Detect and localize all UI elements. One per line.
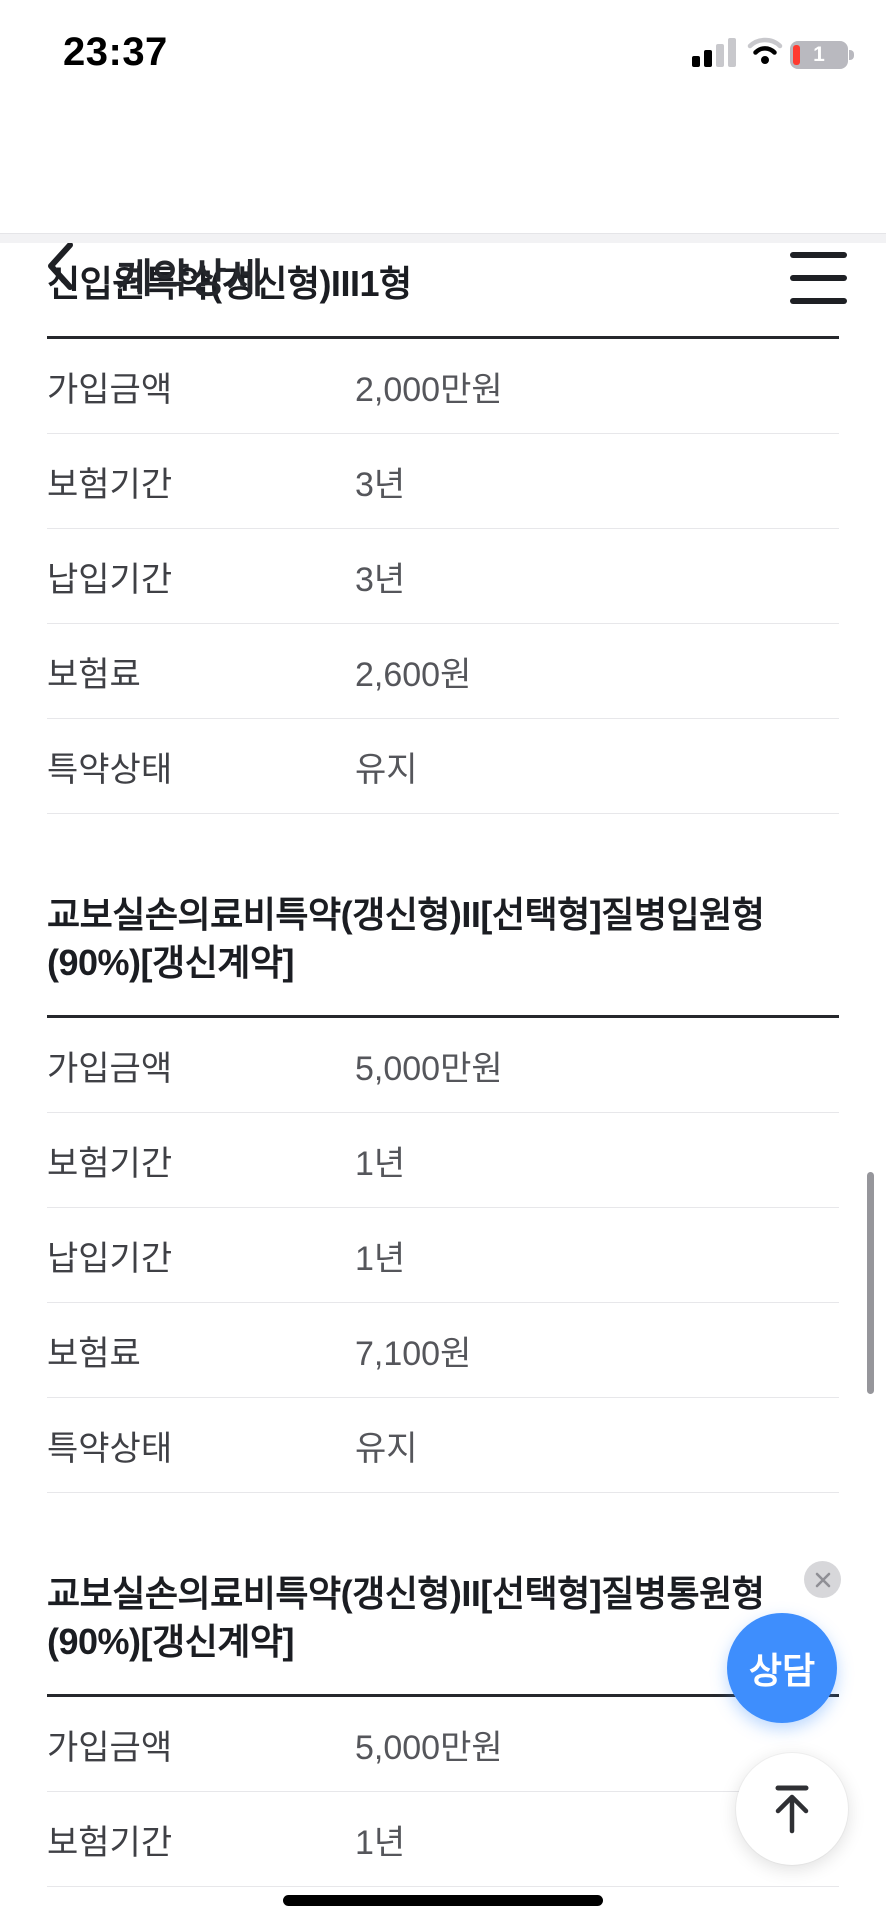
x-close-icon [815, 1572, 830, 1587]
table-row: 특약상태 유지 [47, 719, 839, 814]
arrow-to-top-icon [775, 1785, 809, 1834]
row-value: 7,100원 [355, 1334, 472, 1373]
hamburger-menu-icon [790, 252, 847, 258]
home-indicator[interactable] [283, 1895, 603, 1906]
table-row: 가입금액 5,000만원 [47, 1018, 839, 1113]
status-bar: 23:37 1 [0, 0, 886, 100]
consult-label: 상담 [748, 1650, 816, 1691]
row-value: 3년 [355, 465, 406, 504]
row-label: 가입금액 [47, 1049, 173, 1088]
battery-percent: 1 [813, 43, 825, 66]
chevron-left-icon [48, 242, 73, 290]
row-value: 1년 [355, 1144, 406, 1183]
row-label: 납입기간 [47, 1239, 173, 1278]
section-rule [47, 1694, 839, 1697]
rider-section-title: 교보실손의료비특약(갱신형)II[선택형]질병입원형(90%)[갱신계약] [47, 894, 765, 983]
page-title: 계약상세 [116, 257, 264, 301]
cellular-signal-icon [692, 37, 738, 69]
contract-detail-list: 신입원특약(갱신형)III1형 가입금액 2,000만원 보험기간 3년 납입기… [0, 243, 886, 1887]
row-label: 가입금액 [47, 1728, 173, 1767]
row-label: 가입금액 [47, 370, 173, 409]
table-row: 가입금액 2,000만원 [47, 339, 839, 434]
table-row: 납입기간 1년 [47, 1208, 839, 1303]
section-rule [47, 336, 839, 339]
table-row: 보험기간 1년 [47, 1113, 839, 1208]
row-label: 보험기간 [47, 1144, 173, 1183]
table-row: 보험기간 3년 [47, 434, 839, 529]
row-label: 특약상태 [47, 1429, 173, 1468]
navigation-bar: 계약상세 [0, 100, 886, 304]
table-row: 보험료 7,100원 [47, 1303, 839, 1398]
table-row: 가입금액 5,000만원 [47, 1697, 839, 1792]
table-row: 보험기간 1년 [47, 1792, 839, 1887]
rider-section-title: 교보실손의료비특약(갱신형)II[선택형]질병통원형(90%)[갱신계약] [47, 1573, 765, 1662]
row-label: 보험료 [47, 655, 141, 694]
row-value: 유지 [355, 750, 418, 789]
row-value: 1년 [355, 1823, 406, 1862]
table-row: 보험료 2,600원 [47, 624, 839, 719]
rider-section-title: 신입원특약(갱신형)III1형 [47, 263, 412, 304]
row-value: 1년 [355, 1239, 406, 1278]
section-rule [47, 1015, 839, 1018]
table-row: 납입기간 3년 [47, 529, 839, 624]
row-label: 납입기간 [47, 560, 173, 599]
header-divider-band [0, 233, 886, 243]
wifi-icon [747, 37, 783, 70]
row-value: 5,000만원 [355, 1728, 503, 1767]
row-label: 특약상태 [47, 750, 173, 789]
row-value: 5,000만원 [355, 1049, 503, 1088]
table-row: 특약상태 유지 [47, 1398, 839, 1493]
hamburger-menu-button[interactable] [790, 250, 850, 306]
row-label: 보험기간 [47, 465, 173, 504]
battery-charge-level [793, 45, 800, 65]
dismiss-consult-button[interactable] [804, 1561, 841, 1598]
row-value: 유지 [355, 1429, 418, 1468]
scroll-to-top-button[interactable] [736, 1753, 848, 1865]
clock: 23:37 [63, 30, 168, 74]
back-button[interactable] [36, 238, 84, 294]
scrollbar-thumb[interactable] [867, 1172, 874, 1394]
row-label: 보험료 [47, 1334, 141, 1373]
row-value: 3년 [355, 560, 406, 599]
consult-floating-button[interactable]: 상담 [727, 1613, 837, 1723]
battery-icon: 1 [790, 41, 854, 69]
row-label: 보험기간 [47, 1823, 173, 1862]
row-value: 2,000만원 [355, 370, 503, 409]
row-value: 2,600원 [355, 655, 472, 694]
